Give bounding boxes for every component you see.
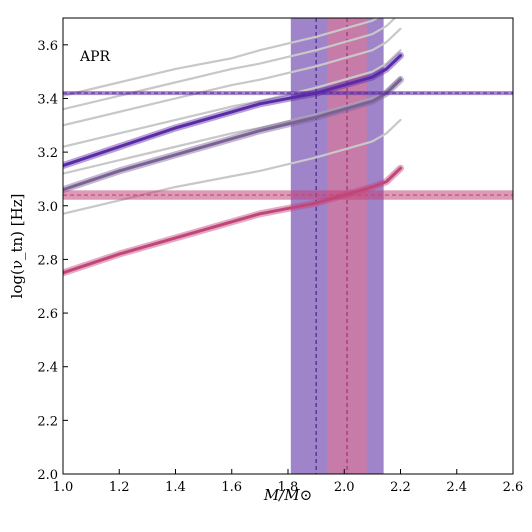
- y-tick-label: 2.2: [37, 414, 58, 429]
- y-tick-label: 2.6: [37, 307, 58, 322]
- x-tick-label: 1.2: [109, 480, 130, 495]
- series-line-1: [63, 18, 380, 97]
- x-tick-label: 2.4: [446, 480, 467, 495]
- y-tick-label: 2.0: [37, 468, 58, 483]
- series-line-2: [63, 18, 397, 111]
- x-tick-label: 2.2: [390, 480, 411, 495]
- series-line-8: [63, 78, 402, 192]
- x-tick-label: 1.4: [165, 480, 186, 495]
- y-tick-label: 3.4: [37, 92, 58, 107]
- x-tick-label: 1.8: [278, 480, 299, 495]
- series-line-7: [63, 54, 402, 168]
- x-tick-label: 2.0: [334, 480, 355, 495]
- series-lines: [63, 18, 404, 277]
- x-axis: 1.0 1.2 1.4 1.6 1.8 2.0 2.2 2.4 2.6: [53, 469, 524, 495]
- y-tick-label: 3.6: [37, 39, 58, 54]
- y-axis: 2.0 2.2 2.4 2.6 2.8 3.0 3.2 3.4 3.6: [37, 39, 68, 483]
- x-tick-label: 1.6: [221, 480, 242, 495]
- y-tick-label: 3.2: [37, 146, 58, 161]
- x-tick-label: 1.0: [53, 480, 74, 495]
- horizontal-bands: [63, 91, 513, 200]
- model-label: APR: [79, 49, 111, 65]
- y-tick-label: 2.8: [37, 253, 58, 268]
- series-line-9: [63, 166, 402, 275]
- series-line-3: [63, 27, 402, 127]
- x-axis-title: M/M⊙: [263, 486, 312, 504]
- x-tick-label: 2.6: [503, 480, 524, 495]
- y-tick-label: 2.4: [37, 361, 58, 376]
- y-axis-title: log(ν_tn) [Hz]: [8, 194, 26, 299]
- y-tick-label: 3.0: [37, 200, 58, 215]
- plot-frame: [62, 17, 514, 475]
